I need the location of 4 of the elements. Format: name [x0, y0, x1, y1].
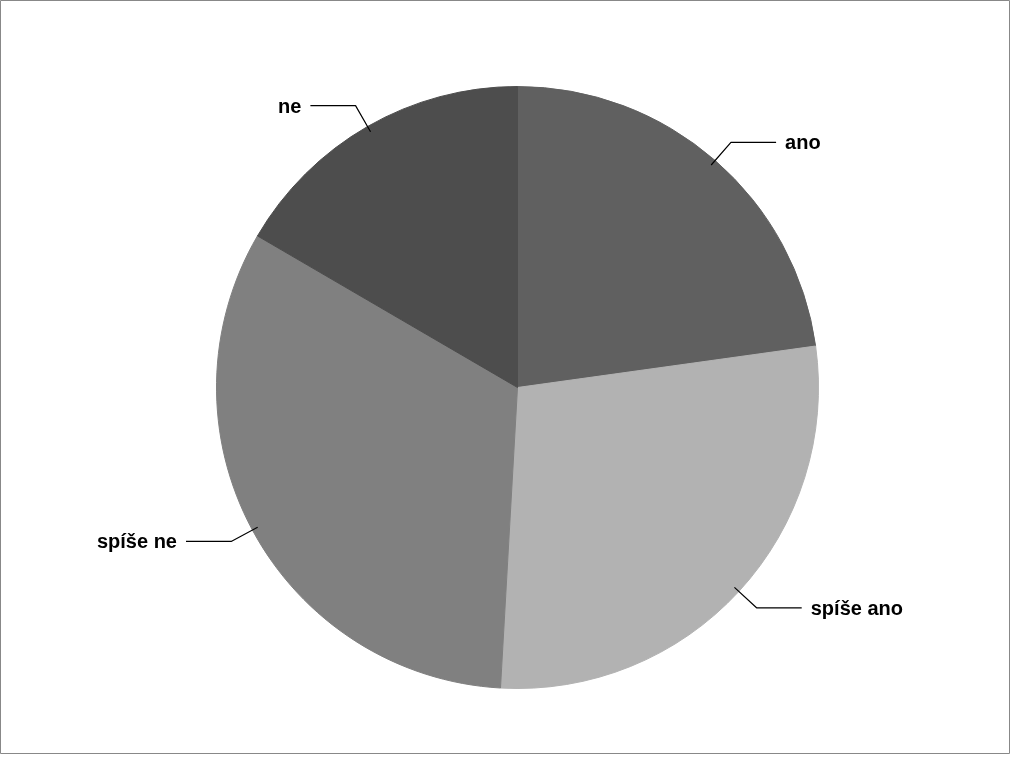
slice-label: spíše ne	[96, 530, 177, 553]
slice-label: ano	[785, 131, 821, 154]
slice-label: spíše ano	[810, 596, 904, 619]
slice-label: ne	[278, 94, 302, 117]
